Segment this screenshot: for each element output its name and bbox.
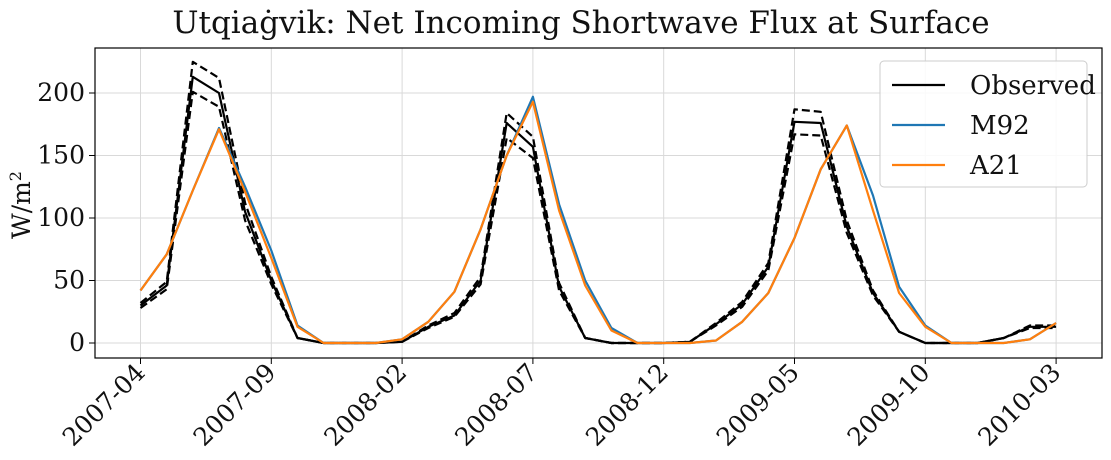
chart-title: Utqiaġvik: Net Incoming Shortwave Flux a… bbox=[172, 5, 989, 41]
series-line-a21 bbox=[139, 100, 1057, 345]
y-axis: 0 50 100 150 200 bbox=[37, 78, 95, 357]
y-tick-label: 150 bbox=[37, 141, 85, 170]
legend-box bbox=[879, 60, 1088, 188]
series-lines bbox=[139, 60, 1057, 345]
x-tick-label: 2008-02 bbox=[318, 358, 412, 452]
plot-frame bbox=[94, 47, 1103, 359]
y-axis-label: W/m2 bbox=[6, 171, 36, 239]
y-tick-label: 200 bbox=[37, 78, 85, 107]
legend-label: Observed bbox=[970, 71, 1096, 101]
legend-label: M92 bbox=[970, 111, 1030, 141]
x-tick-label: 2009-05 bbox=[711, 358, 805, 452]
y-tick-label: 0 bbox=[69, 328, 85, 357]
legend-label: A21 bbox=[969, 151, 1022, 181]
x-tick-label: 2010-03 bbox=[972, 358, 1066, 452]
y-tick-label: 100 bbox=[37, 203, 85, 232]
x-axis: 2007-04 2007-09 2008-02 2008-07 2008-12 2009-… bbox=[57, 358, 1067, 452]
x-tick-label: 2008-07 bbox=[449, 358, 543, 452]
y-tick-label: 50 bbox=[53, 266, 85, 295]
legend: Observed M92 A21 bbox=[879, 60, 1096, 188]
x-tick-label: 2007-09 bbox=[188, 358, 282, 452]
x-tick-label: 2007-04 bbox=[57, 358, 151, 452]
x-tick-label: 2009-10 bbox=[842, 358, 936, 452]
series-line-observed-bound bbox=[139, 90, 1057, 345]
x-tick-label: 2008-12 bbox=[580, 358, 674, 452]
